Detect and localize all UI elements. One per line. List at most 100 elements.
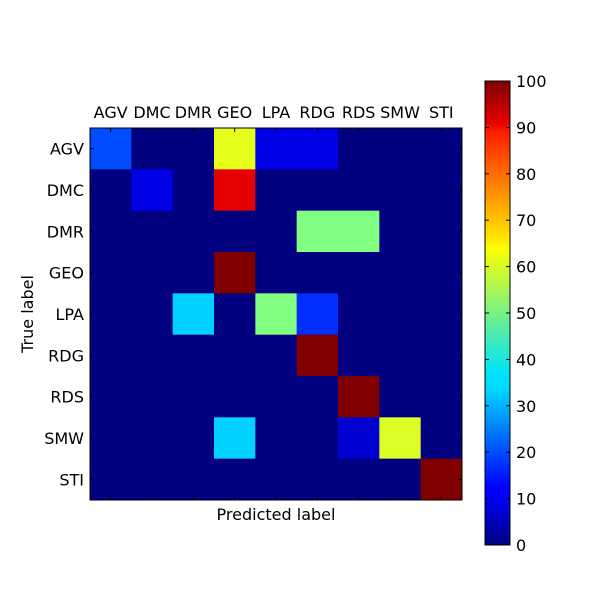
heatmap-cell [296,334,339,377]
heatmap-cell [296,169,339,212]
heatmap-cell [338,334,380,377]
heatmap-cell [255,128,298,170]
heatmap-cell [131,252,174,294]
heatmap-cell [172,458,215,501]
y-tick-label: DMC [47,181,84,200]
colorbar-tick-label: 20 [516,443,536,462]
heatmap-cell [420,210,463,253]
heatmap-cell [90,293,132,336]
heatmap-cell [255,293,298,336]
colorbar-tick-label: 0 [516,536,526,555]
colorbar-tick-label: 40 [516,350,536,369]
heatmap-cell [214,376,256,418]
colorbar-ticks: 0 10 20 30 40 50 60 70 80 90 100 [485,72,547,555]
heatmap-cell [90,169,132,212]
heatmap-cell [296,458,339,501]
x-tick-label: RDG [299,103,335,122]
heatmap-cell [338,128,380,170]
heatmap-cell [255,417,298,460]
heatmap-ticks [90,128,462,500]
heatmap-cell [296,376,339,418]
heatmap-cell [379,458,422,501]
heatmap-cell [420,128,463,170]
heatmap-cell [338,376,380,418]
heatmap-cell [131,128,174,170]
heatmap-cell [172,128,215,170]
heatmap-cell [255,334,298,377]
heatmap-cell [379,334,422,377]
heatmap-cells [90,128,463,501]
heatmap-cell [172,210,215,253]
heatmap-cell [338,252,380,294]
heatmap-cell [172,376,215,418]
x-tick-labels: AGV DMC DMR GEO LPA RDG RDS SMW STI [94,103,454,122]
heatmap-cell [255,458,298,501]
x-tick-label: DMC [133,103,170,122]
heatmap-cell [214,252,256,294]
colorbar-tick-label: 10 [516,490,536,509]
heatmap-cell [131,417,174,460]
x-tick-label: SMW [380,103,420,122]
x-tick-label: DMR [175,103,212,122]
heatmap-cell [338,458,380,501]
heatmap-cell [131,458,174,501]
heatmap-cell [420,417,463,460]
heatmap-cell [420,293,463,336]
y-tick-label: SMW [44,429,84,448]
y-tick-label: LPA [56,305,85,324]
heatmap-cell [90,458,132,501]
y-tick-label: GEO [49,264,84,283]
heatmap-cell [214,458,256,501]
heatmap-cell [131,169,174,212]
heatmap-cell [172,417,215,460]
heatmap-cell [90,210,132,253]
heatmap-cell [255,252,298,294]
heatmap-cell [420,169,463,212]
heatmap-cell [90,334,132,377]
heatmap-cell [379,169,422,212]
heatmap-cell [172,169,215,212]
x-tick-label: LPA [262,103,291,122]
heatmap-cell [338,210,380,253]
x-tick-label: RDS [342,103,376,122]
x-tick-label: AGV [94,103,128,122]
x-tick-label: GEO [217,103,252,122]
heatmap-cell [131,334,174,377]
heatmap-cell [420,334,463,377]
heatmap-cell [214,169,256,212]
heatmap-cell [296,293,339,336]
colorbar-tick-label: 60 [516,258,536,277]
heatmap-cell [214,417,256,460]
y-tick-label: RDS [50,388,84,407]
heatmap-cell [379,293,422,336]
x-axis-label: Predicted label [217,505,336,524]
heatmap-cell [379,252,422,294]
heatmap-cell [296,210,339,253]
heatmap-cell [379,210,422,253]
heatmap-cell [172,252,215,294]
heatmap-cell [420,252,463,294]
heatmap-cell [338,169,380,212]
y-axis-label: True label [18,275,37,354]
heatmap-cell [379,128,422,170]
heatmap-cell [255,210,298,253]
y-tick-label: AGV [50,140,84,159]
heatmap-cell [172,334,215,377]
heatmap-cell [255,169,298,212]
colorbar-tick-label: 90 [516,118,536,137]
heatmap-cell [379,417,422,460]
heatmap-cell [214,210,256,253]
heatmap-cell [214,128,256,170]
y-tick-label: STI [59,470,84,489]
heatmap-cell [296,128,339,170]
heatmap-cell [172,293,215,336]
y-tick-label: DMR [47,222,84,241]
heatmap-cell [90,128,132,170]
colorbar-tick-label: 100 [516,72,547,91]
heatmap-cell [420,376,463,418]
heatmap-cell [131,293,174,336]
heatmap-cell [131,376,174,418]
heatmap-cell [379,376,422,418]
heatmap-cell [90,417,132,460]
